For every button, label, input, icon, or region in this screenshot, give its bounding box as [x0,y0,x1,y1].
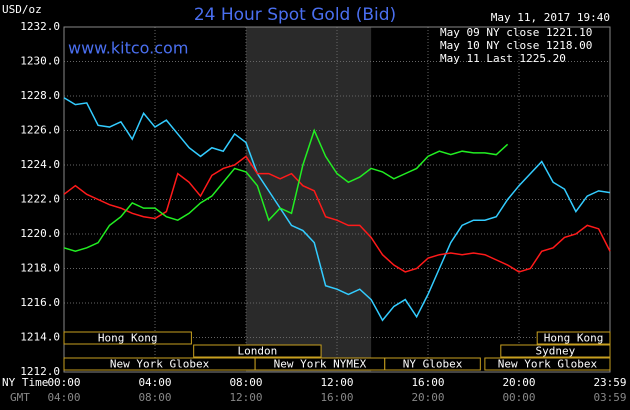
session-bar [384,357,481,371]
y-tick-label: 1226.0 [20,124,60,137]
session-bar [536,331,611,345]
gmt-tick-label: 08:00 [138,391,171,404]
shaded-region [246,27,372,372]
session-label: London [238,345,278,358]
gmt-tick-label: 04:00 [47,391,80,404]
gmt-tick-label: 12:00 [229,391,262,404]
gmt-tick-label: 16:00 [320,391,353,404]
session-bar [63,331,192,345]
y-tick-label: 1222.0 [20,193,60,206]
x-tick-label: 23:59 [593,376,626,389]
legend-entry: May 09 NY close 1221.10 [440,26,592,39]
gmt-row-label: GMT [10,391,30,404]
chart-title: 24 Hour Spot Gold (Bid) [194,5,396,25]
session-label: New York Globex [498,358,598,371]
x-tick-label: 04:00 [138,376,171,389]
y-tick-label: 1230.0 [20,55,60,68]
y-tick-label: 1212.0 [20,365,60,378]
session-label: Sydney [536,345,576,358]
gmt-tick-label: 00:00 [502,391,535,404]
session-bar [193,344,322,358]
series-line [63,155,611,273]
session-label: New York Globex [110,358,210,371]
gmt-tick-label: 03:59 [593,391,626,404]
y-tick-label: 1224.0 [20,158,60,171]
legend-entry: May 10 NY close 1218.00 [440,39,592,52]
session-label: NY Globex [403,358,463,371]
y-tick-label: 1232.0 [20,20,60,33]
y-tick-label: 1220.0 [20,227,60,240]
timestamp: May 11, 2017 19:40 [491,11,610,24]
series-line [63,97,611,322]
x-tick-label: 12:00 [320,376,353,389]
series-line [63,128,509,253]
y-tick-label: 1218.0 [20,262,60,275]
session-label: New York NYMEX [274,358,367,371]
x-tick-label: 08:00 [229,376,262,389]
y-tick-label: 1216.0 [20,296,60,309]
x-tick-label: 16:00 [411,376,444,389]
session-bar [500,344,611,358]
y-axis-label: USD/oz [2,3,42,16]
x-tick-label: 00:00 [47,376,80,389]
y-tick-label: 1214.0 [20,331,60,344]
session-label: Hong Kong [98,332,158,345]
legend-entry: May 11 Last 1225.20 [440,52,566,65]
y-tick-label: 1228.0 [20,89,60,102]
session-label: Hong Kong [544,332,604,345]
website: www.kitco.com [68,39,188,58]
plot-frame [63,26,611,373]
x-row-label: NY Time [2,376,48,389]
session-bar [484,357,611,371]
x-tick-label: 20:00 [502,376,535,389]
gmt-tick-label: 20:00 [411,391,444,404]
